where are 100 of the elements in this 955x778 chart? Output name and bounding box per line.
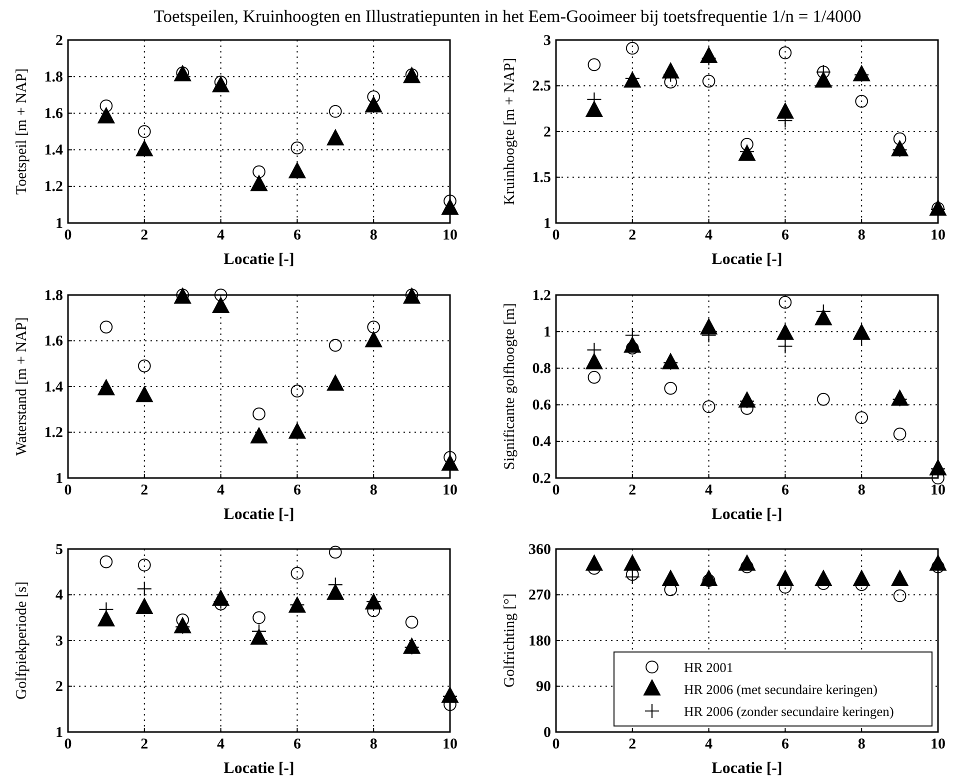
point <box>290 384 304 398</box>
x-tick-label: 10 <box>442 482 458 499</box>
point <box>700 318 718 334</box>
y-tick-label: 2 <box>544 124 551 140</box>
x-tick-label: 6 <box>781 736 790 753</box>
point <box>814 570 832 586</box>
x-tick-label: 4 <box>705 736 714 753</box>
point <box>893 428 906 440</box>
point <box>326 374 344 391</box>
x-axis-title: Locatie [-] <box>712 506 782 523</box>
point <box>853 570 870 586</box>
point <box>136 386 153 402</box>
y-tick-label: 1 <box>56 724 63 741</box>
point <box>778 296 792 309</box>
x-tick-label: 10 <box>930 736 946 753</box>
point <box>814 72 832 88</box>
y-tick-label: 2.5 <box>532 78 551 95</box>
x-tick-label: 4 <box>217 228 226 244</box>
point <box>586 554 603 571</box>
y-tick-label: 1.2 <box>532 288 551 304</box>
point <box>365 331 382 348</box>
y-tick-label: 5 <box>56 542 63 558</box>
y-tick-label: 1.4 <box>44 379 64 396</box>
x-tick-label: 2 <box>628 482 636 499</box>
y-axis-title: Significante golfhoogte [m] <box>502 303 518 470</box>
x-tick-label: 8 <box>370 228 378 244</box>
x-tick-label: 10 <box>442 228 458 244</box>
y-tick-label: 0.2 <box>532 470 551 487</box>
point <box>98 610 115 626</box>
point <box>776 570 794 586</box>
point <box>100 99 113 112</box>
x-tick-label: 8 <box>370 736 378 753</box>
x-tick-label: 10 <box>930 228 946 244</box>
point <box>367 90 380 104</box>
point <box>624 569 640 585</box>
y-tick-label: 1.4 <box>44 142 64 159</box>
x-axis-title: Locatie [-] <box>224 251 294 268</box>
point <box>855 411 868 424</box>
y-tick-label: 0.4 <box>532 434 552 450</box>
point <box>252 408 266 420</box>
x-tick-label: 2 <box>140 736 148 753</box>
point <box>893 589 906 602</box>
point <box>250 427 268 444</box>
x-tick-label: 2 <box>140 482 148 499</box>
point <box>138 125 151 138</box>
y-tick-label: 1.6 <box>44 334 64 350</box>
point <box>702 400 716 414</box>
point <box>776 102 794 119</box>
point <box>214 288 228 302</box>
point <box>664 382 678 395</box>
x-tick-label: 10 <box>442 736 458 753</box>
point <box>100 555 113 568</box>
point <box>136 581 152 596</box>
x-axis-title: Locatie [-] <box>712 760 782 777</box>
point <box>100 320 113 334</box>
x-tick-label: 6 <box>293 736 302 753</box>
x-tick-label: 4 <box>705 228 714 244</box>
x-tick-label: 6 <box>781 482 790 499</box>
point <box>624 554 641 571</box>
y-tick-label: 0.8 <box>532 361 551 377</box>
point <box>136 598 153 614</box>
x-tick-label: 2 <box>628 228 636 244</box>
x-tick-label: 4 <box>705 482 714 499</box>
point <box>326 584 344 600</box>
x-tick-label: 8 <box>370 482 378 499</box>
y-tick-label: 1 <box>56 216 63 232</box>
point <box>212 296 230 313</box>
point <box>702 74 716 88</box>
point <box>816 392 830 406</box>
y-tick-label: 360 <box>528 542 551 558</box>
point <box>250 175 268 192</box>
y-tick-label: 2 <box>56 32 63 49</box>
point <box>138 558 151 572</box>
x-tick-label: 6 <box>293 228 302 244</box>
x-axis-title: Locatie [-] <box>712 251 782 268</box>
point <box>367 320 380 334</box>
y-tick-label: 180 <box>528 633 551 650</box>
x-tick-label: 8 <box>858 482 866 499</box>
point <box>588 58 601 72</box>
point <box>588 370 601 384</box>
point <box>252 611 266 624</box>
point <box>365 96 382 112</box>
y-axis-title: Toetspeil [m + NAP] <box>14 68 30 195</box>
y-axis-title: Golfrichting [°] <box>502 594 518 688</box>
point <box>405 616 418 629</box>
y-tick-label: 1.6 <box>44 106 64 122</box>
point <box>740 138 754 151</box>
y-tick-label: 2 <box>56 679 63 696</box>
x-tick-label: 8 <box>858 736 866 753</box>
y-axis-title: Kruinhoogte [m + NAP] <box>502 58 518 206</box>
x-tick-label: 6 <box>781 228 790 244</box>
point <box>326 129 344 146</box>
point <box>662 570 680 586</box>
point <box>328 338 342 352</box>
legend-label: HR 2001 <box>684 660 734 675</box>
y-tick-label: 1 <box>56 470 63 487</box>
point <box>586 353 603 370</box>
point <box>288 422 306 439</box>
point <box>891 570 908 586</box>
point <box>328 104 342 118</box>
